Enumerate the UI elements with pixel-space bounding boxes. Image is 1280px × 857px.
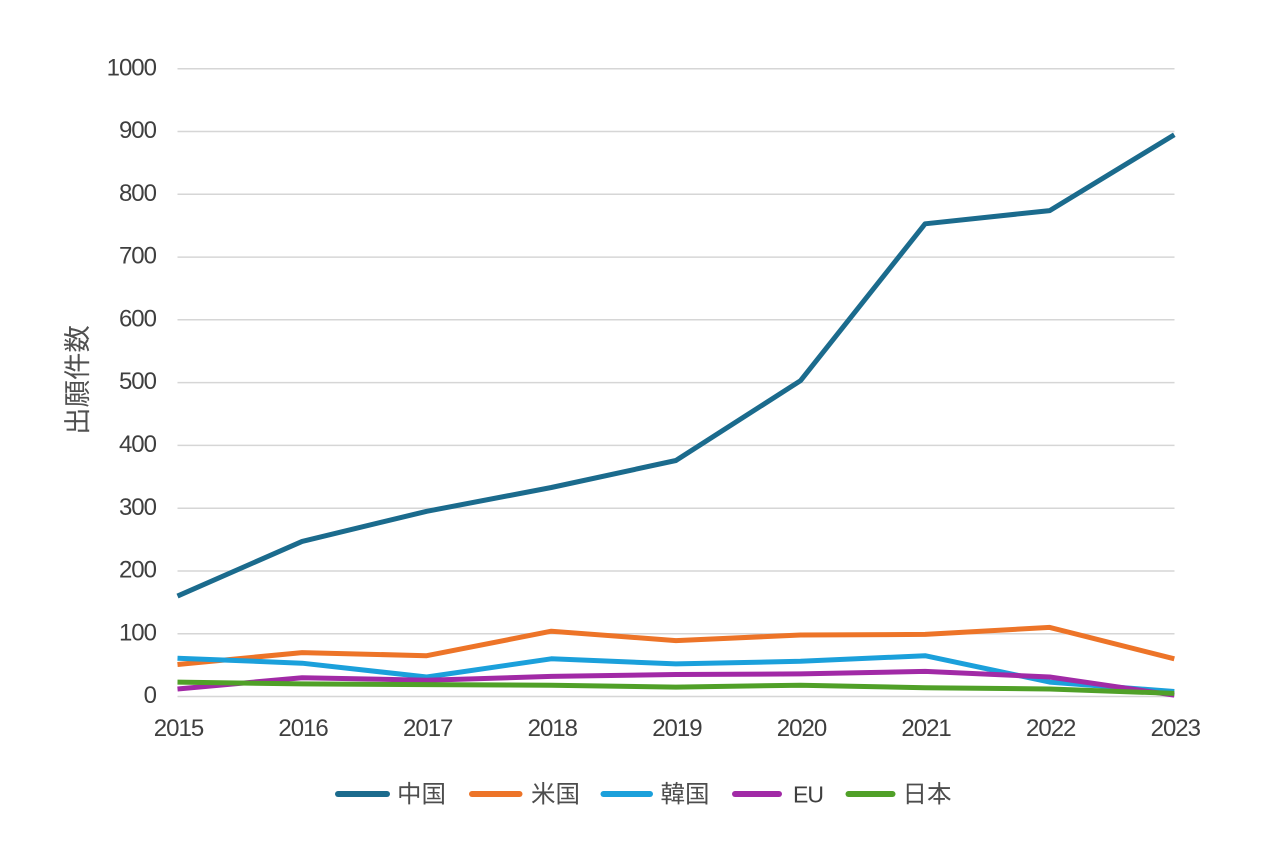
svg-text:900: 900 (119, 117, 157, 144)
svg-text:100: 100 (119, 619, 157, 646)
svg-text:2020: 2020 (777, 715, 827, 742)
svg-text:2018: 2018 (528, 715, 578, 742)
svg-text:400: 400 (119, 431, 157, 458)
svg-text:EU: EU (793, 782, 823, 808)
svg-text:2016: 2016 (278, 715, 328, 742)
svg-text:2019: 2019 (652, 715, 702, 742)
svg-text:700: 700 (119, 243, 157, 270)
svg-text:2022: 2022 (1026, 715, 1076, 742)
svg-text:0: 0 (144, 682, 157, 709)
svg-text:2021: 2021 (901, 715, 951, 742)
svg-text:1000: 1000 (107, 54, 157, 81)
svg-text:2017: 2017 (403, 715, 453, 742)
svg-text:600: 600 (119, 305, 157, 332)
svg-text:200: 200 (119, 557, 157, 584)
svg-text:800: 800 (119, 180, 157, 207)
svg-text:2015: 2015 (154, 715, 204, 742)
svg-text:500: 500 (119, 368, 157, 395)
svg-text:300: 300 (119, 494, 157, 521)
svg-text:2023: 2023 (1151, 715, 1201, 742)
